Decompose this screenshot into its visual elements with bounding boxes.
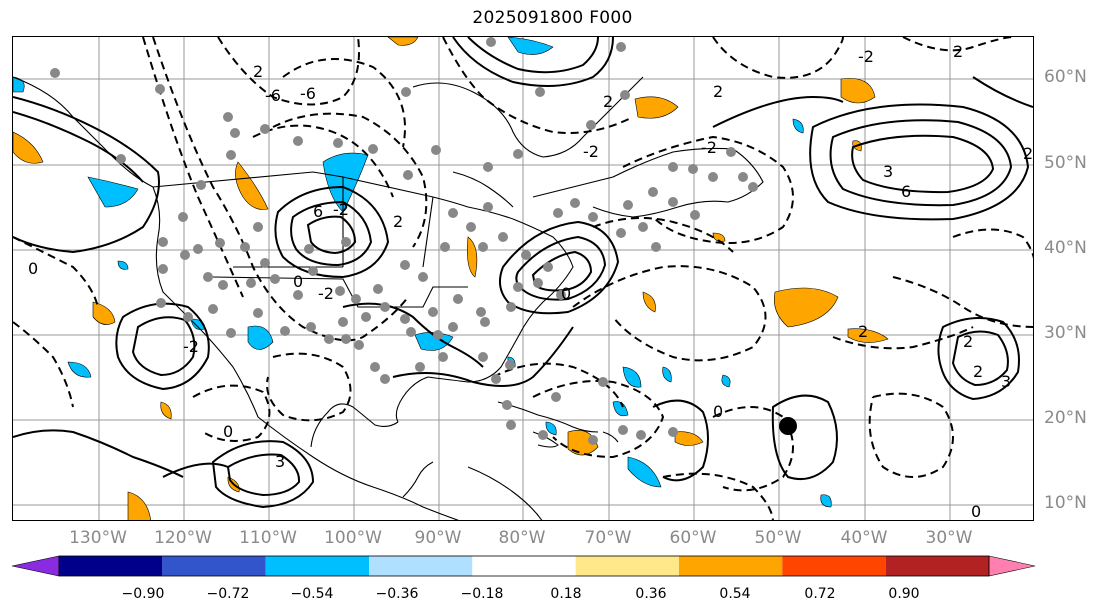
lat-label-20n: 20°N (1044, 408, 1087, 428)
colorbar-bin (472, 556, 576, 576)
contour-label: 3 (275, 452, 285, 471)
colorbar-outline (58, 555, 990, 577)
lon-label-50w: 50°W (754, 528, 802, 548)
contour-label: -2 (183, 337, 199, 356)
contour-label: 0 (713, 402, 723, 421)
contour-label: 2 (963, 332, 973, 351)
lon-label-30w: 30°W (925, 528, 973, 548)
contour-label: 6 (901, 182, 911, 201)
contour-label: 2 (253, 62, 263, 81)
lon-label-130w: 130°W (69, 528, 127, 548)
lon-label-90w: 90°W (414, 528, 462, 548)
colorbar-bin (679, 556, 783, 576)
colorbar-tick-label: 0.90 (888, 586, 920, 602)
station-markers (50, 37, 758, 445)
hurricane-marker (779, 417, 797, 435)
contour-label: 2 (953, 42, 963, 61)
contour-label: 0 (223, 422, 233, 441)
contour-label: -2 (701, 138, 717, 157)
colorbar-tick-label: −0.18 (460, 586, 504, 602)
lon-label-40w: 40°W (840, 528, 888, 548)
colorbar-bin (885, 556, 989, 576)
coastlines (13, 76, 764, 520)
colorbar-tick-label: 0.18 (550, 586, 582, 602)
contour-label: 0 (293, 272, 303, 291)
colorbar-tick-label: 0.36 (635, 586, 667, 602)
map-panel: -6 2 -2 6 3 2 -6 -2 3 6 -2 2 0 -2 0 2 -2 2 3 2 0 2 0 2 -2 0 2 0 (12, 36, 1034, 521)
colorbar-bin (575, 556, 679, 576)
lat-label-10n: 10°N (1044, 493, 1087, 513)
lon-label-120w: 120°W (154, 528, 212, 548)
lon-label-110w: 110°W (239, 528, 297, 548)
contour-label: 6 (313, 202, 323, 221)
contour-label: 0 (28, 259, 38, 278)
colorbar-tick-label: −0.90 (121, 586, 165, 602)
contour-label: -6 (265, 86, 281, 105)
colorbar-bin (265, 556, 369, 576)
contour-label: 2 (1023, 144, 1033, 163)
lon-label-100w: 100°W (324, 528, 382, 548)
lat-label-30n: 30°N (1044, 323, 1087, 343)
lat-label-40n: 40°N (1044, 238, 1087, 258)
contour-label: 2 (393, 212, 403, 231)
contour-label: -2 (318, 284, 334, 303)
contour-label: -2 (333, 200, 349, 219)
contour-label: 3 (1001, 372, 1011, 391)
colorbar-tick-label: 0.72 (804, 586, 836, 602)
colorbar-extend-min (11, 555, 60, 577)
colorbar-bin (369, 556, 473, 576)
contour-label: -2 (583, 142, 599, 161)
contour-label: 0 (561, 284, 571, 303)
lon-label-80w: 80°W (498, 528, 546, 548)
positive-contours (13, 37, 1033, 509)
contour-label: 2 (603, 92, 613, 111)
contour-label: -2 (858, 47, 874, 66)
negative-contours (13, 37, 1033, 520)
colorbar-bin (162, 556, 266, 576)
colorbar-tick-label: −0.54 (290, 586, 334, 602)
lat-label-60n: 60°N (1044, 67, 1087, 87)
colorbar-tick-label: 0.54 (719, 586, 751, 602)
graticule (13, 37, 1033, 520)
contour-label: 2 (713, 82, 723, 101)
lat-label-50n: 50°N (1044, 153, 1087, 173)
colorbar-tick-label: −0.72 (206, 586, 250, 602)
contour-label: 2 (858, 322, 868, 341)
lon-label-60w: 60°W (669, 528, 717, 548)
lon-label-70w: 70°W (584, 528, 632, 548)
colorbar-bin (59, 556, 163, 576)
contour-label: 3 (883, 162, 893, 181)
colorbar (11, 555, 1036, 577)
contour-label: 0 (971, 502, 981, 521)
colorbar-bin (782, 556, 886, 576)
colorbar-extend-max (988, 555, 1036, 577)
colorbar-tick-label: −0.36 (375, 586, 419, 602)
contour-label: -6 (300, 84, 316, 103)
map-title: 2025091800 F000 (472, 8, 633, 28)
shaded-patches (13, 37, 889, 520)
contour-label: 2 (973, 362, 983, 381)
